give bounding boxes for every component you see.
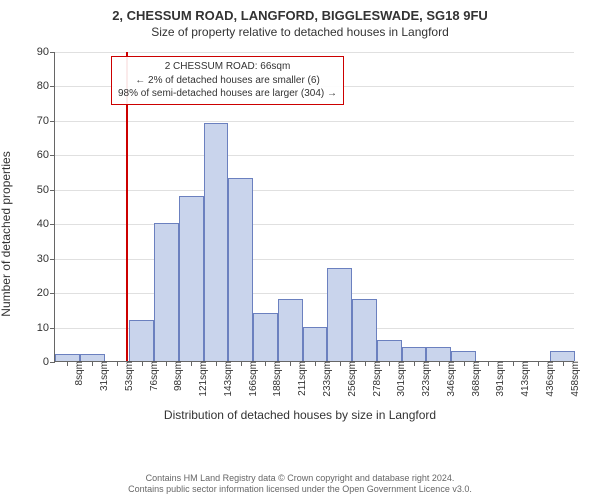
- xtick-label: 53sqm: [120, 361, 135, 391]
- histogram-bar: [377, 340, 402, 361]
- xtick-mark: [389, 361, 390, 366]
- histogram-bar: [352, 299, 377, 361]
- xtick-mark: [365, 361, 366, 366]
- xtick-label: 413sqm: [516, 361, 531, 397]
- ytick-label: 30: [37, 253, 55, 265]
- ytick-label: 0: [43, 356, 55, 368]
- xtick-mark: [340, 361, 341, 366]
- footer-line-1: Contains HM Land Registry data © Crown c…: [0, 473, 600, 485]
- page-subtitle: Size of property relative to detached ho…: [0, 23, 600, 39]
- histogram-bar: [55, 354, 80, 361]
- xtick-label: 8sqm: [70, 361, 85, 385]
- xtick-label: 256sqm: [343, 361, 358, 397]
- chart-container: Number of detached properties 0102030405…: [0, 44, 600, 424]
- xtick-label: 391sqm: [491, 361, 506, 397]
- xtick-label: 98sqm: [169, 361, 184, 391]
- xtick-label: 211sqm: [293, 361, 308, 396]
- xtick-mark: [92, 361, 93, 366]
- xtick-mark: [513, 361, 514, 366]
- gridline: [55, 121, 574, 122]
- gridline: [55, 259, 574, 260]
- xtick-mark: [290, 361, 291, 366]
- xtick-label: 233sqm: [318, 361, 333, 397]
- histogram-bar: [154, 223, 179, 361]
- histogram-bar: [179, 196, 204, 361]
- y-axis-label: Number of detached properties: [0, 151, 13, 316]
- subject-annotation: 2 CHESSUM ROAD: 66sqm ← 2% of detached h…: [111, 56, 344, 105]
- annotation-line-3: 98% of semi-detached houses are larger (…: [118, 87, 337, 101]
- histogram-bar: [327, 268, 352, 361]
- annotation-line-2: ← 2% of detached houses are smaller (6): [118, 74, 337, 88]
- ytick-label: 20: [37, 287, 55, 299]
- ytick-label: 10: [37, 322, 55, 334]
- xtick-label: 31sqm: [95, 361, 110, 391]
- gridline: [55, 293, 574, 294]
- histogram-bar: [253, 313, 278, 361]
- xtick-label: 166sqm: [244, 361, 259, 397]
- gridline: [55, 190, 574, 191]
- footer-line-2: Contains public sector information licen…: [0, 484, 600, 496]
- xtick-mark: [241, 361, 242, 366]
- ytick-label: 50: [37, 184, 55, 196]
- page-title: 2, CHESSUM ROAD, LANGFORD, BIGGLESWADE, …: [0, 0, 600, 23]
- xtick-mark: [166, 361, 167, 366]
- ytick-label: 90: [37, 46, 55, 58]
- ytick-label: 40: [37, 218, 55, 230]
- xtick-label: 143sqm: [219, 361, 234, 397]
- ytick-label: 80: [37, 80, 55, 92]
- ytick-label: 70: [37, 115, 55, 127]
- xtick-label: 278sqm: [368, 361, 383, 397]
- xtick-mark: [216, 361, 217, 366]
- xtick-mark: [265, 361, 266, 366]
- xtick-label: 301sqm: [392, 361, 407, 397]
- annotation-title: 2 CHESSUM ROAD: 66sqm: [118, 60, 337, 74]
- xtick-label: 458sqm: [566, 361, 581, 397]
- xtick-label: 323sqm: [417, 361, 432, 397]
- gridline: [55, 155, 574, 156]
- xtick-label: 346sqm: [442, 361, 457, 397]
- histogram-bar: [451, 351, 476, 361]
- histogram-bar: [228, 178, 253, 361]
- xtick-label: 121sqm: [194, 361, 209, 397]
- xtick-label: 188sqm: [268, 361, 283, 397]
- histogram-bar: [129, 320, 154, 361]
- ytick-label: 60: [37, 149, 55, 161]
- histogram-bar: [426, 347, 451, 361]
- footer-attribution: Contains HM Land Registry data © Crown c…: [0, 473, 600, 496]
- xtick-label: 368sqm: [467, 361, 482, 397]
- xtick-mark: [191, 361, 192, 366]
- xtick-mark: [538, 361, 539, 366]
- xtick-label: 436sqm: [541, 361, 556, 397]
- histogram-bar: [402, 347, 427, 361]
- xtick-mark: [117, 361, 118, 366]
- gridline: [55, 52, 574, 53]
- xtick-mark: [464, 361, 465, 366]
- histogram-bar: [80, 354, 105, 361]
- xtick-mark: [439, 361, 440, 366]
- xtick-label: 76sqm: [145, 361, 160, 391]
- xtick-mark: [414, 361, 415, 366]
- xtick-mark: [563, 361, 564, 366]
- gridline: [55, 224, 574, 225]
- histogram-plot: 01020304050607080908sqm31sqm53sqm76sqm98…: [54, 52, 574, 362]
- xtick-mark: [142, 361, 143, 366]
- x-axis-label: Distribution of detached houses by size …: [0, 408, 600, 422]
- xtick-mark: [488, 361, 489, 366]
- histogram-bar: [303, 327, 328, 361]
- histogram-bar: [278, 299, 303, 361]
- xtick-mark: [315, 361, 316, 366]
- histogram-bar: [550, 351, 575, 361]
- xtick-mark: [67, 361, 68, 366]
- histogram-bar: [204, 123, 229, 361]
